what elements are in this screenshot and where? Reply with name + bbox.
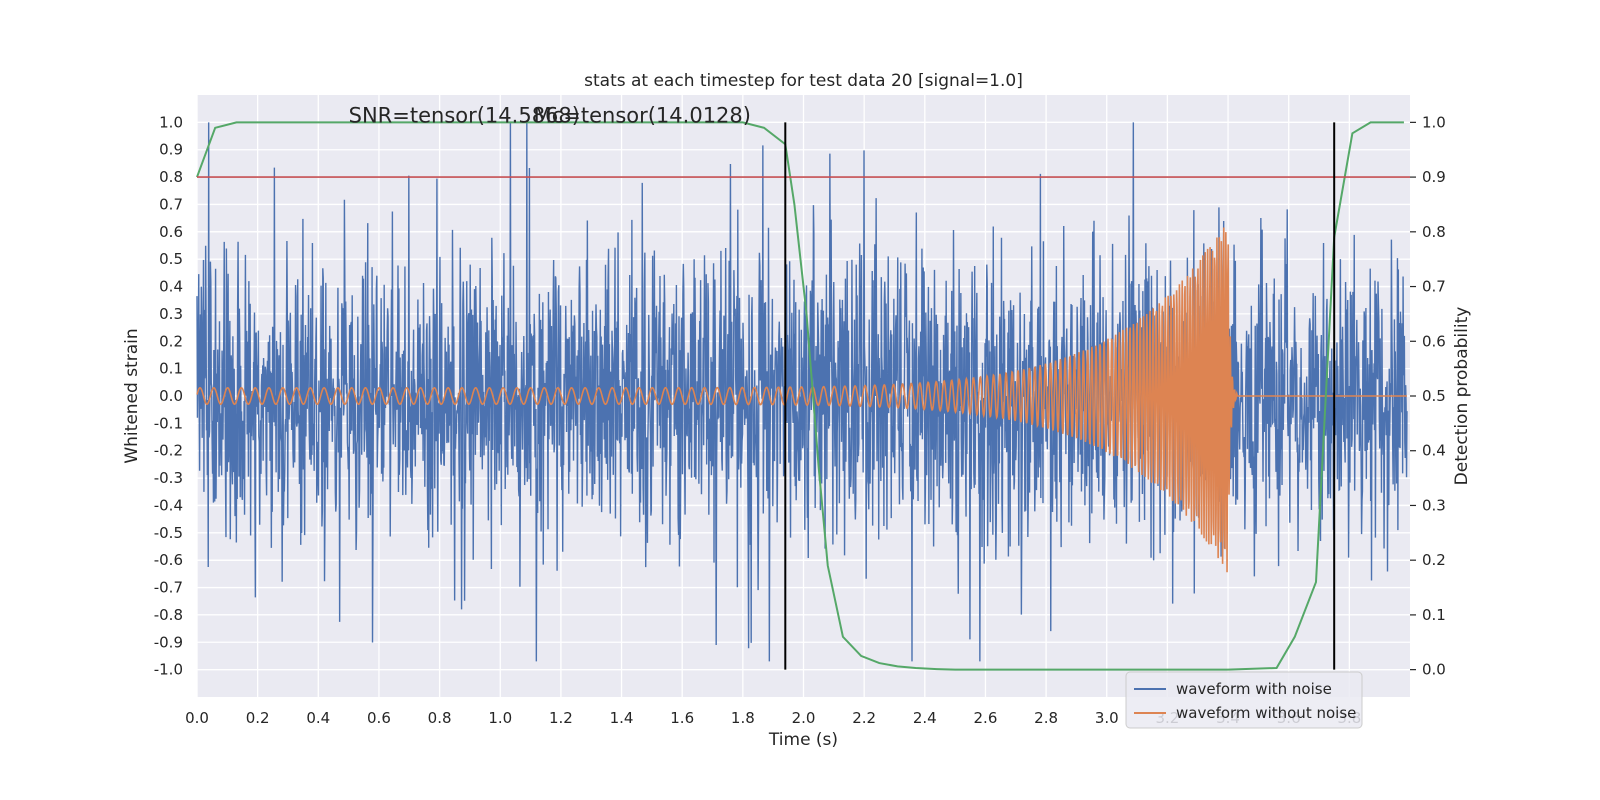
x-tick-label: 2.6 — [974, 709, 998, 727]
y-tick-label: 0.4 — [159, 278, 183, 296]
x-tick-label: 1.0 — [488, 709, 512, 727]
x-tick-label: 0.4 — [306, 709, 330, 727]
y-tick-label: -0.2 — [154, 442, 183, 460]
y2-tick-labels: 1.0 0.9 0.8 0.7 0.6 0.5 0.4 0.3 0.2 0.1 0.0 — [1410, 113, 1446, 679]
y2-tick-label: 0.3 — [1422, 496, 1446, 514]
x-tick-label: 0.2 — [246, 709, 270, 727]
probability-line — [196, 121, 1404, 671]
y-tick-label: 0.2 — [159, 332, 183, 350]
y-tick-label: 0.0 — [159, 387, 183, 405]
legend-box — [1125, 671, 1363, 729]
x-axis-label: Time (s) — [768, 730, 838, 750]
legend-entry-noise: waveform with noise — [1176, 680, 1332, 698]
chart-title: stats at each timestep for test data 20 … — [584, 71, 1023, 91]
y2-tick-label: 0.5 — [1422, 387, 1446, 405]
x-tick-label: 0.6 — [367, 709, 391, 727]
y2-tick-label: 1.0 — [1422, 113, 1446, 131]
y2-tick-label: 0.1 — [1422, 606, 1446, 624]
snr-annotation: SNR=tensor(14.5868) — [349, 103, 580, 127]
legend-entry-signal: waveform without noise — [1176, 704, 1356, 722]
y-tick-label: 0.9 — [159, 141, 183, 159]
y-tick-labels: 1.0 0.9 0.8 0.7 0.6 0.5 0.4 0.3 0.2 0.1 0.0 -0.1 -0.… — [154, 113, 183, 678]
y2-tick-label: 0.9 — [1422, 168, 1446, 186]
y2-tick-label: 0.0 — [1422, 661, 1446, 679]
x-tick-label: 2.2 — [852, 709, 876, 727]
signal-series — [196, 227, 1407, 573]
y-tick-label: -1.0 — [154, 661, 183, 679]
y-axis-label: Whitened strain — [122, 328, 142, 463]
y-tick-label: 0.5 — [159, 250, 183, 268]
y-tick-label: 1.0 — [159, 113, 183, 131]
y-tick-label: 0.1 — [159, 360, 183, 378]
y-tick-label: 0.3 — [159, 305, 183, 323]
y-tick-label: -0.6 — [154, 551, 183, 569]
x-tick-label: 0.8 — [428, 709, 452, 727]
y2-tick-label: 0.6 — [1422, 332, 1446, 350]
x-tick-label: 2.8 — [1034, 709, 1058, 727]
x-tick-label: 1.4 — [610, 709, 634, 727]
y2-axis-label: Detection probability — [1452, 307, 1472, 486]
probability-series — [196, 121, 1404, 671]
y2-tick-label: 0.4 — [1422, 442, 1446, 460]
y2-tick-label: 0.2 — [1422, 551, 1446, 569]
y-tick-label: -0.7 — [154, 579, 183, 597]
vline-group — [784, 122, 1336, 670]
y-tick-label: -0.9 — [154, 633, 183, 651]
y-tick-label: -0.3 — [154, 469, 183, 487]
mc-annotation: Mc=tensor(14.0128) — [534, 103, 751, 127]
y-tick-label: -0.1 — [154, 414, 183, 432]
x-tick-label: 3.0 — [1095, 709, 1119, 727]
signal-waveform-line — [196, 227, 1407, 573]
y-tick-label: 0.8 — [159, 168, 183, 186]
x-tick-label: 1.8 — [731, 709, 755, 727]
y-tick-label: 0.7 — [159, 195, 183, 213]
y2-tick-label: 0.7 — [1422, 278, 1446, 296]
x-tick-label: 1.6 — [670, 709, 694, 727]
x-tick-label: 0.0 — [185, 709, 209, 727]
y2-tick-label: 0.8 — [1422, 223, 1446, 241]
y-tick-label: -0.4 — [154, 496, 183, 514]
x-tick-label: 2.4 — [913, 709, 937, 727]
y-tick-label: 0.6 — [159, 223, 183, 241]
legend: waveform with noise waveform without noi… — [1125, 671, 1363, 729]
x-tick-label: 2.0 — [792, 709, 816, 727]
y-tick-label: -0.8 — [154, 606, 183, 624]
x-tick-label: 1.2 — [549, 709, 573, 727]
y-tick-label: -0.5 — [154, 524, 183, 542]
